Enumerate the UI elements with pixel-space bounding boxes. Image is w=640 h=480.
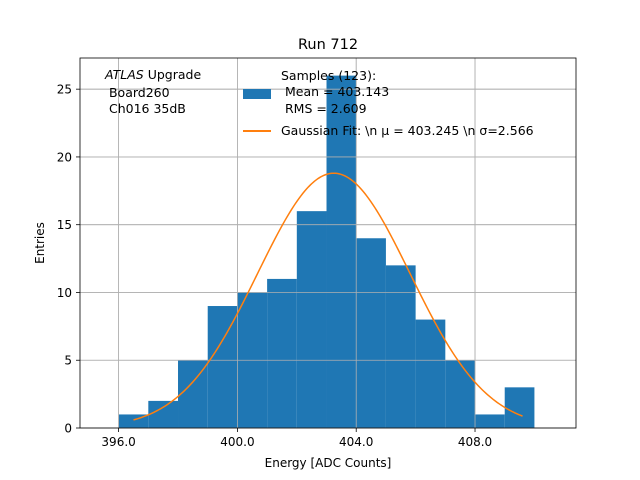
y-axis-label: Entries (33, 222, 47, 264)
channel-label: Ch016 35dB (105, 101, 186, 116)
histogram-bar (296, 211, 327, 428)
atlas-label: ATLAS (104, 67, 144, 82)
upgrade-label: Upgrade (144, 67, 202, 82)
x-tick-label: 400.0 (220, 435, 254, 449)
legend-fit-label: Gaussian Fit: \n μ = 403.245 \n σ=2.566 (281, 123, 534, 138)
x-axis-label: Energy [ADC Counts] (265, 456, 392, 470)
histogram-bar (475, 414, 505, 428)
y-tick-label: 5 (64, 354, 72, 368)
histogram-bar (504, 387, 535, 428)
legend-rms-label: RMS = 2.609 (281, 101, 367, 116)
histogram-bar (445, 360, 476, 428)
histogram-bar (148, 400, 179, 428)
histogram-bar (178, 360, 208, 428)
y-tick-label: 20 (57, 150, 72, 164)
histogram-bar (356, 238, 386, 428)
y-tick-label: 25 (57, 83, 72, 97)
y-tick-label: 15 (57, 218, 72, 232)
x-tick-label: 408.0 (458, 435, 492, 449)
gaussian-fit-curve (133, 172, 523, 421)
atlas-annotation: ATLAS Upgrade Board260 Ch016 35dB (104, 67, 201, 116)
x-tick-label: 396.0 (101, 435, 135, 449)
legend-histogram-patch (243, 89, 271, 99)
legend-mean-label: Mean = 403.143 (281, 84, 389, 99)
legend-samples-label: Samples (123): (281, 68, 376, 83)
chart-title: Run 712 (298, 37, 358, 53)
plot-frame (79, 57, 577, 429)
histogram-bar (326, 75, 357, 428)
y-axis-ticks: 0 5 10 15 20 25 (57, 83, 80, 436)
board-label: Board260 (105, 85, 170, 100)
histogram-bar (415, 319, 446, 428)
legend: Samples (123): Mean = 403.143 RMS = 2.60… (243, 68, 534, 138)
x-axis-ticks: 396.0 400.0 404.0 408.0 (101, 428, 492, 449)
y-tick-label: 0 (64, 422, 72, 436)
histogram-bar (385, 265, 416, 428)
x-tick-label: 404.0 (339, 435, 373, 449)
histogram-bar (207, 306, 238, 428)
y-tick-label: 10 (57, 286, 72, 300)
svg-text:ATLAS Upgrade: ATLAS Upgrade (104, 67, 201, 82)
histogram-bar (267, 278, 297, 428)
